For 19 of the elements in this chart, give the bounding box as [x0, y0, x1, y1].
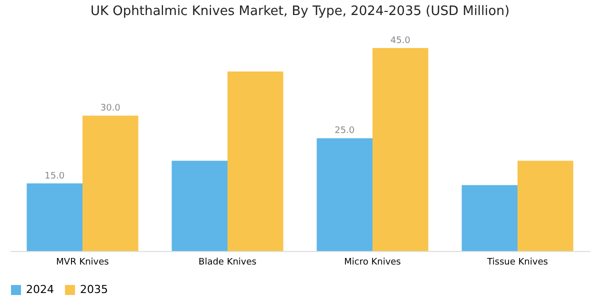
- bar: [462, 185, 518, 251]
- data-label: 15.0: [44, 171, 65, 182]
- bar: [26, 183, 82, 251]
- x-tick-label: Tissue Knives: [486, 258, 548, 268]
- legend-label: 2024: [26, 283, 54, 296]
- bar: [372, 48, 428, 251]
- bar: [316, 138, 372, 251]
- legend-label: 2035: [80, 283, 108, 296]
- chart-title: UK Ophthalmic Knives Market, By Type, 2024-2035 (USD Million): [90, 4, 510, 19]
- bar: [172, 160, 228, 251]
- x-tick-label: MVR Knives: [56, 258, 110, 268]
- data-label: 25.0: [334, 126, 355, 136]
- bar: [518, 160, 574, 251]
- data-label: 30.0: [100, 104, 121, 114]
- x-tick-label: Blade Knives: [198, 258, 257, 268]
- data-label: 45.0: [390, 36, 411, 46]
- bar: [82, 116, 138, 251]
- bar: [228, 71, 284, 251]
- x-tick-label: Micro Knives: [344, 258, 402, 268]
